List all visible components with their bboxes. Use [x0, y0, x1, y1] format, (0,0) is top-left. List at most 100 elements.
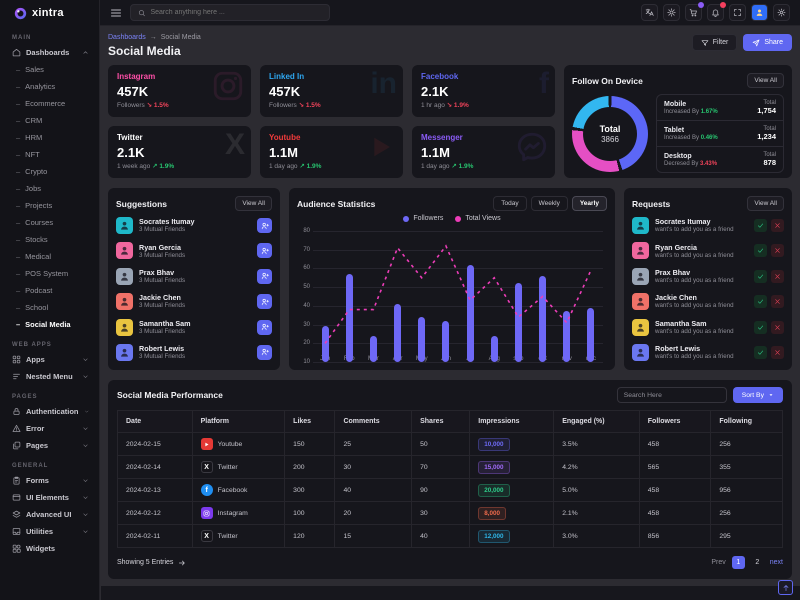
pagination-prev[interactable]: Prev [711, 559, 726, 566]
sidebar-subitem-analytics[interactable]: – Analytics [0, 78, 99, 95]
decline-request-button[interactable] [771, 219, 784, 232]
menu-toggle-button[interactable] [110, 7, 122, 19]
accept-request-button[interactable] [754, 244, 767, 258]
share-button[interactable]: Share [743, 34, 792, 51]
sort-by-button[interactable]: Sort By [732, 387, 783, 403]
column-header-following[interactable]: Following [710, 410, 783, 433]
trend-down-indicator: ↘ 1.9% [446, 102, 469, 109]
breadcrumb-parent[interactable]: Dashboards [108, 34, 146, 41]
column-header-likes[interactable]: Likes [284, 410, 336, 433]
sidebar-subitem-podcast[interactable]: – Podcast [0, 282, 99, 299]
sidebar-item-nested-menu[interactable]: Nested Menu [0, 368, 99, 385]
pagination-next[interactable]: next [769, 559, 783, 566]
fullscreen-icon-button[interactable] [729, 4, 746, 21]
sidebar-subitem-crypto[interactable]: – Crypto [0, 163, 99, 180]
follow-view-all-button[interactable]: View All [747, 73, 784, 88]
fullscreen-icon [733, 8, 742, 17]
column-header-impressions[interactable]: Impressions [469, 410, 555, 433]
sidebar-item-advanced-ui[interactable]: Advanced UI [0, 506, 99, 523]
accept-request-button[interactable] [754, 295, 767, 309]
table-search-input[interactable] [616, 387, 727, 403]
sidebar-item-utilities[interactable]: Utilities [0, 523, 99, 540]
add-friend-button[interactable] [257, 344, 272, 360]
add-friend-button[interactable] [257, 319, 272, 335]
sidebar-subitem-label: Stocks [25, 235, 48, 244]
cart-icon-button[interactable] [685, 2, 704, 21]
chart-legend: Followers Total Views [297, 215, 607, 222]
sidebar-item-error[interactable]: Error [0, 420, 99, 437]
pagination-page-2[interactable]: 2 [755, 559, 760, 566]
sun-icon-button[interactable] [663, 4, 680, 21]
sidebar-subitem-ecommerce[interactable]: – Ecommerce [0, 95, 99, 112]
accept-request-button[interactable] [754, 219, 767, 232]
sidebar-item-pages[interactable]: Pages [0, 437, 99, 454]
cell-likes: 200 [284, 455, 336, 479]
bell-icon-button[interactable] [707, 2, 726, 21]
sidebar-subitem-nft[interactable]: – NFT [0, 146, 99, 163]
sidebar-item-forms[interactable]: Forms [0, 472, 99, 489]
sidebar-subitem-school[interactable]: – School [0, 299, 99, 316]
translate-icon-button[interactable] [641, 4, 658, 21]
bar-may [418, 317, 426, 362]
column-header-followers[interactable]: Followers [638, 410, 712, 433]
range-button-yearly[interactable]: Yearly [571, 196, 607, 211]
decline-request-button[interactable] [771, 345, 784, 359]
sidebar-subitem-social-media[interactable]: – Social Media [0, 316, 99, 333]
y-tick-label: 40 [303, 302, 310, 309]
add-friend-button[interactable] [257, 268, 272, 284]
sidebar-item-authentication[interactable]: Authentication [0, 403, 99, 420]
accept-request-button[interactable] [754, 345, 767, 359]
stat-card-youtube: Youtube 1.1M 1 day ago ↗ 1.9% [260, 126, 403, 178]
decline-request-button[interactable] [771, 295, 784, 309]
accept-request-button[interactable] [754, 269, 767, 283]
chevron-down-icon [82, 477, 89, 484]
column-header-platform[interactable]: Platform [191, 410, 286, 433]
column-header-engaged-[interactable]: Engaged (%) [553, 410, 640, 433]
impressions-badge: 8,000 [478, 506, 507, 520]
column-header-comments[interactable]: Comments [334, 410, 413, 433]
sidebar-item-dashboards[interactable]: Dashboards [0, 44, 99, 61]
sidebar-subitem-pos-system[interactable]: – POS System [0, 265, 99, 282]
add-friend-button[interactable] [257, 294, 272, 310]
sidebar-subitem-hrm[interactable]: – HRM [0, 129, 99, 146]
column-header-date[interactable]: Date [117, 410, 193, 433]
sidebar-subitem-jobs[interactable]: – Jobs [0, 180, 99, 197]
stat-meta-label: Followers [117, 102, 147, 109]
scroll-to-top-button[interactable] [778, 580, 793, 595]
gear-icon-button[interactable] [773, 4, 790, 21]
sidebar-subitem-projects[interactable]: – Projects [0, 197, 99, 214]
device-info: Tablet Increased By 0.46% [664, 127, 718, 141]
brand-logo[interactable]: xintra [0, 0, 99, 26]
suggestions-view-all-button[interactable]: View All [235, 196, 272, 211]
sidebar-item-ui-elements[interactable]: UI Elements [0, 489, 99, 506]
sidebar-item-apps[interactable]: Apps [0, 351, 99, 368]
audience-title: Audience Statistics [297, 198, 376, 209]
sidebar-subitem-crm[interactable]: – CRM [0, 112, 99, 129]
sidebar-subitem-courses[interactable]: – Courses [0, 214, 99, 231]
global-search[interactable] [130, 4, 330, 21]
sidebar-subitem-medical[interactable]: – Medical [0, 248, 99, 265]
decline-request-button[interactable] [771, 269, 784, 283]
search-input[interactable] [150, 9, 322, 16]
cell-date: 2024-02-15 [117, 432, 193, 456]
accept-request-button[interactable] [754, 320, 767, 334]
sidebar-subitem-stocks[interactable]: – Stocks [0, 231, 99, 248]
requests-view-all-button[interactable]: View All [747, 196, 784, 211]
sidebar-subitem-sales[interactable]: – Sales [0, 61, 99, 78]
trend-up-indicator: ↗ 1.9% [299, 163, 322, 170]
decline-request-button[interactable] [771, 244, 784, 258]
pagination-page-1[interactable]: 1 [731, 556, 745, 569]
filter-button[interactable]: Filter [691, 34, 738, 51]
range-button-weekly[interactable]: Weekly [530, 196, 568, 211]
cell-impressions: 15,000 [469, 455, 555, 479]
column-header-shares[interactable]: Shares [411, 410, 471, 433]
sidebar-item-widgets[interactable]: Widgets [0, 540, 99, 557]
range-button-today[interactable]: Today [493, 196, 527, 211]
add-friend-button[interactable] [257, 218, 272, 233]
person-name: Socrates Itumay [139, 217, 195, 227]
cell-shares: 90 [411, 478, 471, 502]
avatar-icon-button[interactable] [751, 4, 768, 21]
decline-request-button[interactable] [771, 320, 784, 334]
add-friend-button[interactable] [257, 243, 272, 259]
cell-platform: Youtube [191, 432, 286, 456]
